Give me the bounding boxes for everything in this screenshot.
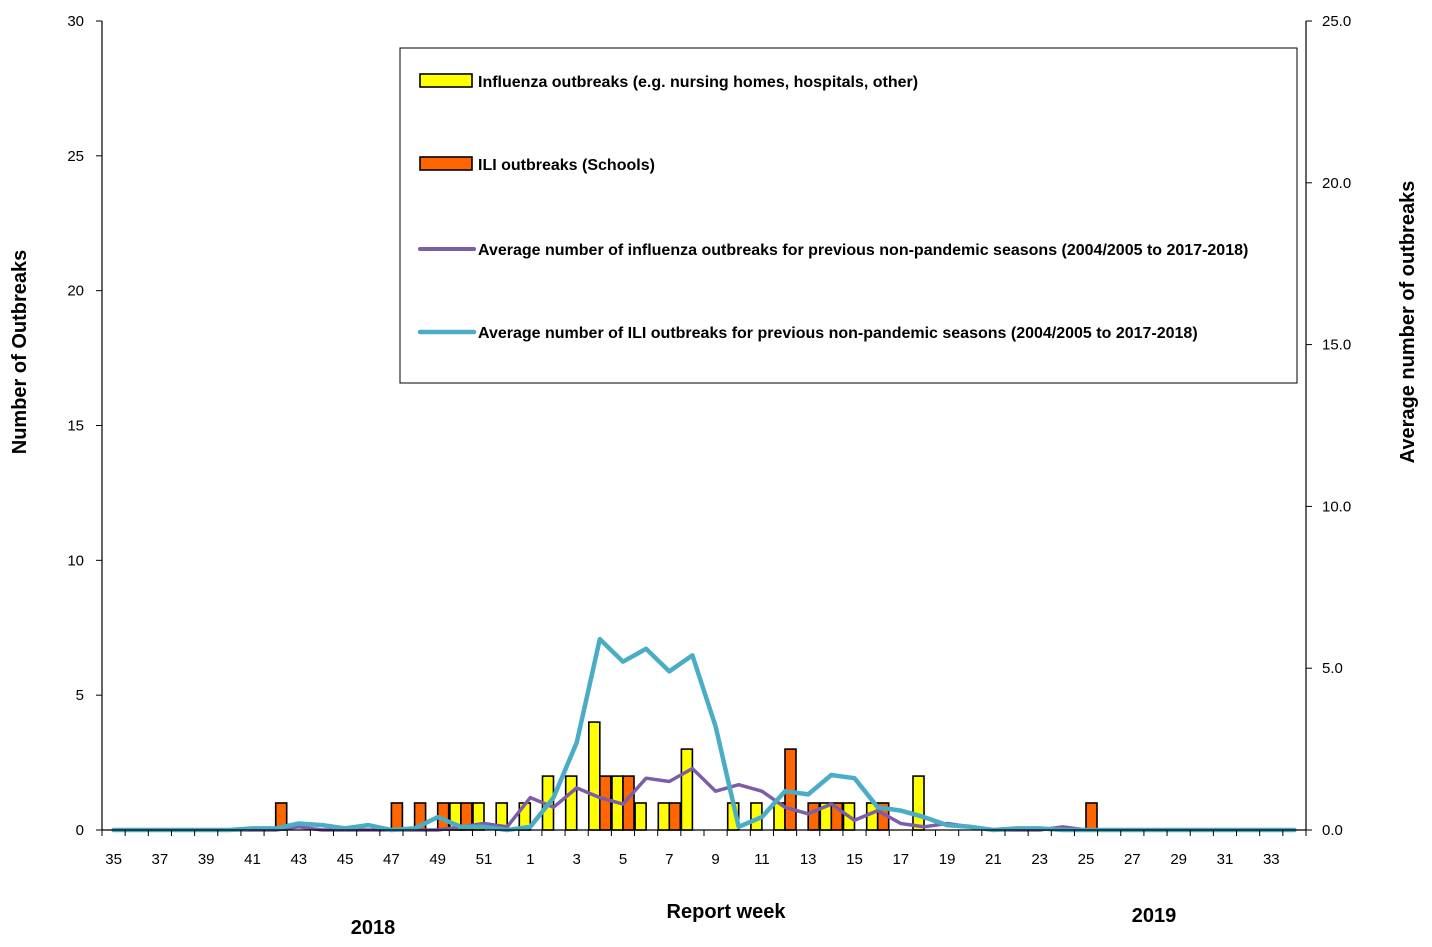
x-tick-label: 45 xyxy=(337,851,354,868)
avg-ili-line xyxy=(111,636,1297,833)
y-left-tick-label: 5 xyxy=(76,687,84,704)
x-tick-label: 31 xyxy=(1217,851,1234,868)
legend-avg-ili-label: Average number of ILI outbreaks for prev… xyxy=(478,325,1198,342)
x-tick-label: 47 xyxy=(383,851,400,868)
y-right-tick-label: 25.0 xyxy=(1322,13,1351,30)
influenza-bar-4 xyxy=(587,721,601,831)
y-left-tick-label: 25 xyxy=(67,148,84,165)
x-tick-label: 7 xyxy=(665,851,673,868)
x-tick-label: 49 xyxy=(429,851,446,868)
x-tick-label: 37 xyxy=(152,851,169,868)
x-tick-label: 9 xyxy=(711,851,719,868)
x-tick-label: 33 xyxy=(1263,851,1280,868)
x-tick-label: 21 xyxy=(985,851,1002,868)
x-tick-label: 43 xyxy=(290,851,307,868)
x-tick-label: 1 xyxy=(526,851,534,868)
x-tick-label: 13 xyxy=(800,851,817,868)
year-label-2018: 2018 xyxy=(351,917,396,939)
y-left-tick-label: 15 xyxy=(67,418,84,435)
ili-bar-4 xyxy=(598,775,612,831)
legend-ili-label: ILI outbreaks (Schools) xyxy=(478,157,655,174)
x-tick-label: 15 xyxy=(846,851,863,868)
influenza-bar-8 xyxy=(680,748,694,831)
x-axis-title: Report week xyxy=(667,901,787,923)
x-tick-label: 5 xyxy=(619,851,627,868)
influenza-bar-6 xyxy=(634,802,647,831)
legend-ili-swatch xyxy=(419,156,473,171)
y-left-tick-label: 30 xyxy=(67,13,84,30)
y-left-tick-label: 20 xyxy=(67,283,84,300)
influenza-bar-7 xyxy=(657,802,671,831)
x-tick-label: 35 xyxy=(105,851,122,868)
legend-box xyxy=(399,47,1298,384)
x-tick-label: 41 xyxy=(244,851,261,868)
y-right-tick-label: 15.0 xyxy=(1322,337,1351,354)
x-tick-label: 19 xyxy=(939,851,956,868)
y-axis-right-title: Average number of outbreaks xyxy=(1397,181,1419,464)
avg-influenza-line xyxy=(111,766,1297,832)
y-right-tick-label: 10.0 xyxy=(1322,498,1351,515)
ili-bar-25 xyxy=(1085,802,1098,831)
x-tick-label: 23 xyxy=(1031,851,1048,868)
year-label-2019: 2019 xyxy=(1132,905,1177,927)
y-left-tick-label: 10 xyxy=(67,552,84,569)
ili-bar-7 xyxy=(668,802,682,831)
y-axis-left-title: Number of Outbreaks xyxy=(9,250,31,454)
legend-influenza-label: Influenza outbreaks (e.g. nursing homes,… xyxy=(478,74,918,91)
ili-bar-13 xyxy=(807,802,821,831)
y-right-tick-label: 20.0 xyxy=(1322,175,1351,192)
influenza-bar-18 xyxy=(912,775,925,831)
ili-bar-47 xyxy=(390,802,404,831)
x-tick-label: 39 xyxy=(198,851,215,868)
legend-avg-influenza-label: Average number of influenza outbreaks fo… xyxy=(478,242,1248,259)
y-right-tick-label: 0.0 xyxy=(1322,822,1343,839)
influenza-bar-3 xyxy=(564,775,578,831)
x-tick-label: 25 xyxy=(1078,851,1095,868)
x-tick-label: 29 xyxy=(1170,851,1187,868)
x-tick-label: 17 xyxy=(892,851,909,868)
x-tick-label: 27 xyxy=(1124,851,1141,868)
x-tick-label: 51 xyxy=(476,851,493,868)
y-right-tick-label: 5.0 xyxy=(1322,660,1343,677)
x-tick-label: 11 xyxy=(754,851,770,868)
x-tick-label: 3 xyxy=(573,851,581,868)
legend-influenza-swatch xyxy=(419,73,473,88)
y-left-tick-label: 0 xyxy=(76,822,84,839)
